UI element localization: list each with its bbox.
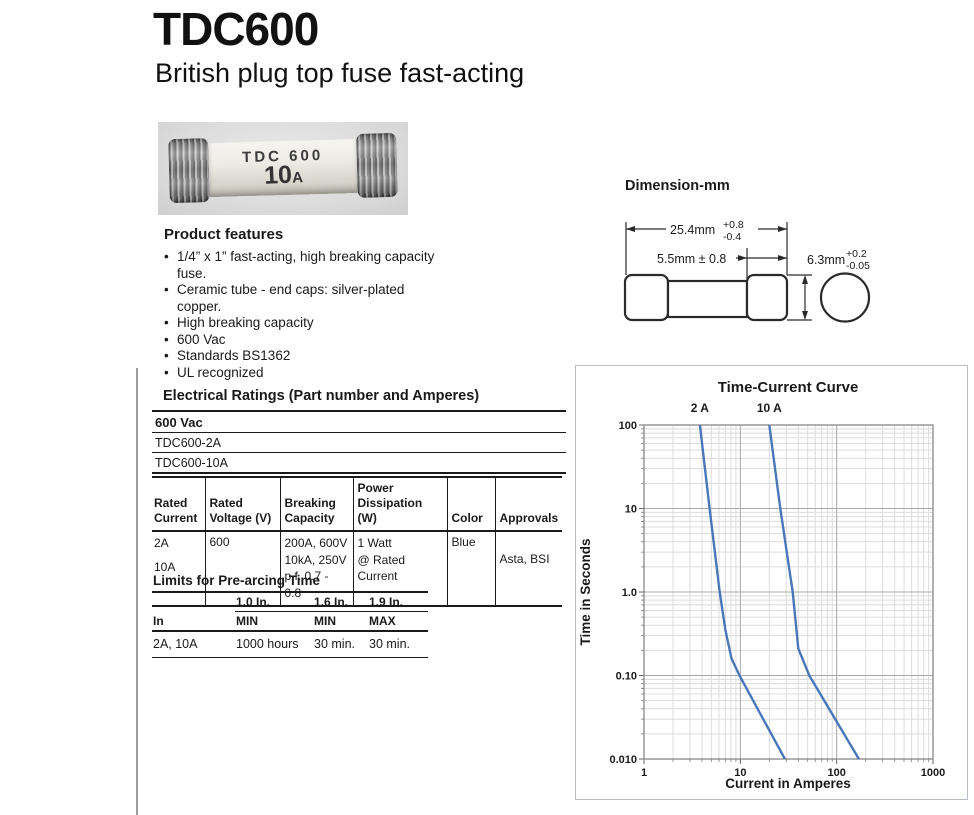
features-heading: Product features xyxy=(164,226,284,243)
fuse-end-cap-right xyxy=(356,132,398,198)
dim-overall-tol-plus: +0.8 xyxy=(723,219,744,231)
table-row: 2A, 10A 1000 hours 30 min. 30 min. xyxy=(152,631,428,658)
plot-border xyxy=(643,424,934,760)
electrical-ratings-table: Rated Current Rated Voltage (V) Breaking Ca… xyxy=(152,476,563,607)
left-margin-rule xyxy=(136,368,138,815)
table-header-row: In MIN MIN MAX xyxy=(152,611,428,632)
cell-1p9-value: 30 min. xyxy=(368,631,428,658)
col-subheader-max: MAX xyxy=(368,611,428,632)
list-item: Ceramic tube - end caps: silver-platedco… xyxy=(160,282,490,315)
col-header-1p0-in: 1.0 In. xyxy=(235,593,313,612)
col-subheader-min: MIN xyxy=(313,611,368,632)
cell-1p0-value: 1000 hours xyxy=(235,631,313,658)
list-item: UL recognized xyxy=(160,365,490,382)
features-list: 1/4” x 1” fast-acting, high breaking cap… xyxy=(160,249,490,381)
y-tick-label: 10 xyxy=(625,504,637,516)
x-tick-label: 1000 xyxy=(921,767,945,779)
list-item: 600 Vac xyxy=(160,332,490,349)
col-header-1p9-in: 1.9 In. xyxy=(368,593,428,612)
dimension-diagram: 25.4mm +0.8 -0.4 5.5mm ± 0.8 6.3mm +0.2 … xyxy=(623,219,871,323)
y-tick-label: 0.010 xyxy=(609,754,637,766)
fuse-marking-rating: 10A xyxy=(263,160,303,190)
col-header-approvals: Approvals xyxy=(494,477,563,531)
prearcing-heading: Limits for Pre-arcing Time xyxy=(152,573,428,593)
col-header-color: Color xyxy=(446,477,495,531)
row-header-in: In xyxy=(152,611,235,632)
series-label-10-a: 10 A xyxy=(757,401,782,415)
col-header-breaking-capacity: Breaking Capacity xyxy=(279,477,353,531)
list-item: High breaking capacity xyxy=(160,315,490,332)
table-row: 2A 10A 600 200A, 600V 10kA, 250V p.f. 0.7 -… xyxy=(152,531,563,606)
y-tick-label: 0.10 xyxy=(616,671,637,683)
cell-color: Blue xyxy=(446,531,495,606)
list-item: Standards BS1362 xyxy=(160,348,490,365)
col-subheader-min: MIN xyxy=(235,611,313,632)
cell-rated-current: 2A 10A xyxy=(154,536,176,574)
col-header-power-dissipation: Power Dissipation (W) xyxy=(352,477,447,531)
cell-1p6-value: 30 min. xyxy=(313,631,368,658)
x-tick-label: 1 xyxy=(641,767,647,779)
fuse-end-cap-left xyxy=(168,138,210,204)
dim-overall-length: 25.4mm xyxy=(670,223,715,237)
dim-cap-length: 5.5mm ± 0.8 xyxy=(657,252,726,266)
fuse-image: TDC 600 10A xyxy=(168,132,398,204)
dim-diameter-tol-plus: +0.2 xyxy=(846,248,867,260)
curve-10-a xyxy=(768,424,860,760)
voltage-class-row: 600 Vac xyxy=(152,412,566,433)
time-current-curve-panel: Time-Current Curve Current in Amperes Ti… xyxy=(575,365,968,800)
chart-title: Time-Current Curve xyxy=(718,379,859,396)
y-tick-label: 100 xyxy=(619,420,637,432)
electrical-ratings-section: Electrical Ratings (Part number and Ampe… xyxy=(152,387,566,474)
page-subtitle: British plug top fuse fast-acting xyxy=(155,58,525,88)
cell-amps: 2A, 10A xyxy=(152,631,235,658)
col-header-rated-current: Rated Current xyxy=(154,496,198,525)
col-header-1p6-in: 1.6 In. xyxy=(313,593,368,612)
x-tick-label: 100 xyxy=(827,767,845,779)
dim-diameter-tol-minus: -0.05 xyxy=(846,260,870,272)
x-tick-label: 10 xyxy=(734,767,746,779)
part-number-row: TDC600-2A xyxy=(152,433,566,453)
electrical-ratings-heading: Electrical Ratings (Part number and Ampe… xyxy=(152,387,566,412)
series-label-2-a: 2 A xyxy=(691,401,710,415)
fuse-body: TDC 600 10A xyxy=(208,138,358,198)
page-title: TDC600 xyxy=(153,3,319,55)
table-header-row: 1.0 In. 1.6 In. 1.9 In. xyxy=(152,593,428,612)
list-item: 1/4” x 1” fast-acting, high breaking cap… xyxy=(160,249,490,282)
fuse-photo: TDC 600 10A xyxy=(158,122,408,215)
table-header-row: Rated Current Rated Voltage (V) Breaking Ca… xyxy=(152,477,563,531)
dimension-heading: Dimension-mm xyxy=(625,178,730,194)
col-header-rated-voltage: Rated Voltage (V) xyxy=(204,477,280,531)
y-tick-label: 1.0 xyxy=(622,587,637,599)
part-number-row: TDC600-10A xyxy=(152,453,566,474)
prearcing-section: Limits for Pre-arcing Time 1.0 In. 1.6 I… xyxy=(152,573,428,658)
y-axis-title: Time in Seconds xyxy=(578,538,593,645)
x-axis-title: Current in Amperes xyxy=(725,776,851,791)
time-current-chart: Time-Current Curve Current in Amperes Ti… xyxy=(578,379,945,791)
prearcing-table: 1.0 In. 1.6 In. 1.9 In. In MIN MIN MAX 2… xyxy=(152,593,428,658)
dim-diameter: 6.3mm xyxy=(807,253,845,267)
dim-overall-tol-minus: -0.4 xyxy=(723,231,741,243)
cell-approvals: Asta, BSI xyxy=(494,531,563,606)
curve-2-a xyxy=(698,424,786,760)
